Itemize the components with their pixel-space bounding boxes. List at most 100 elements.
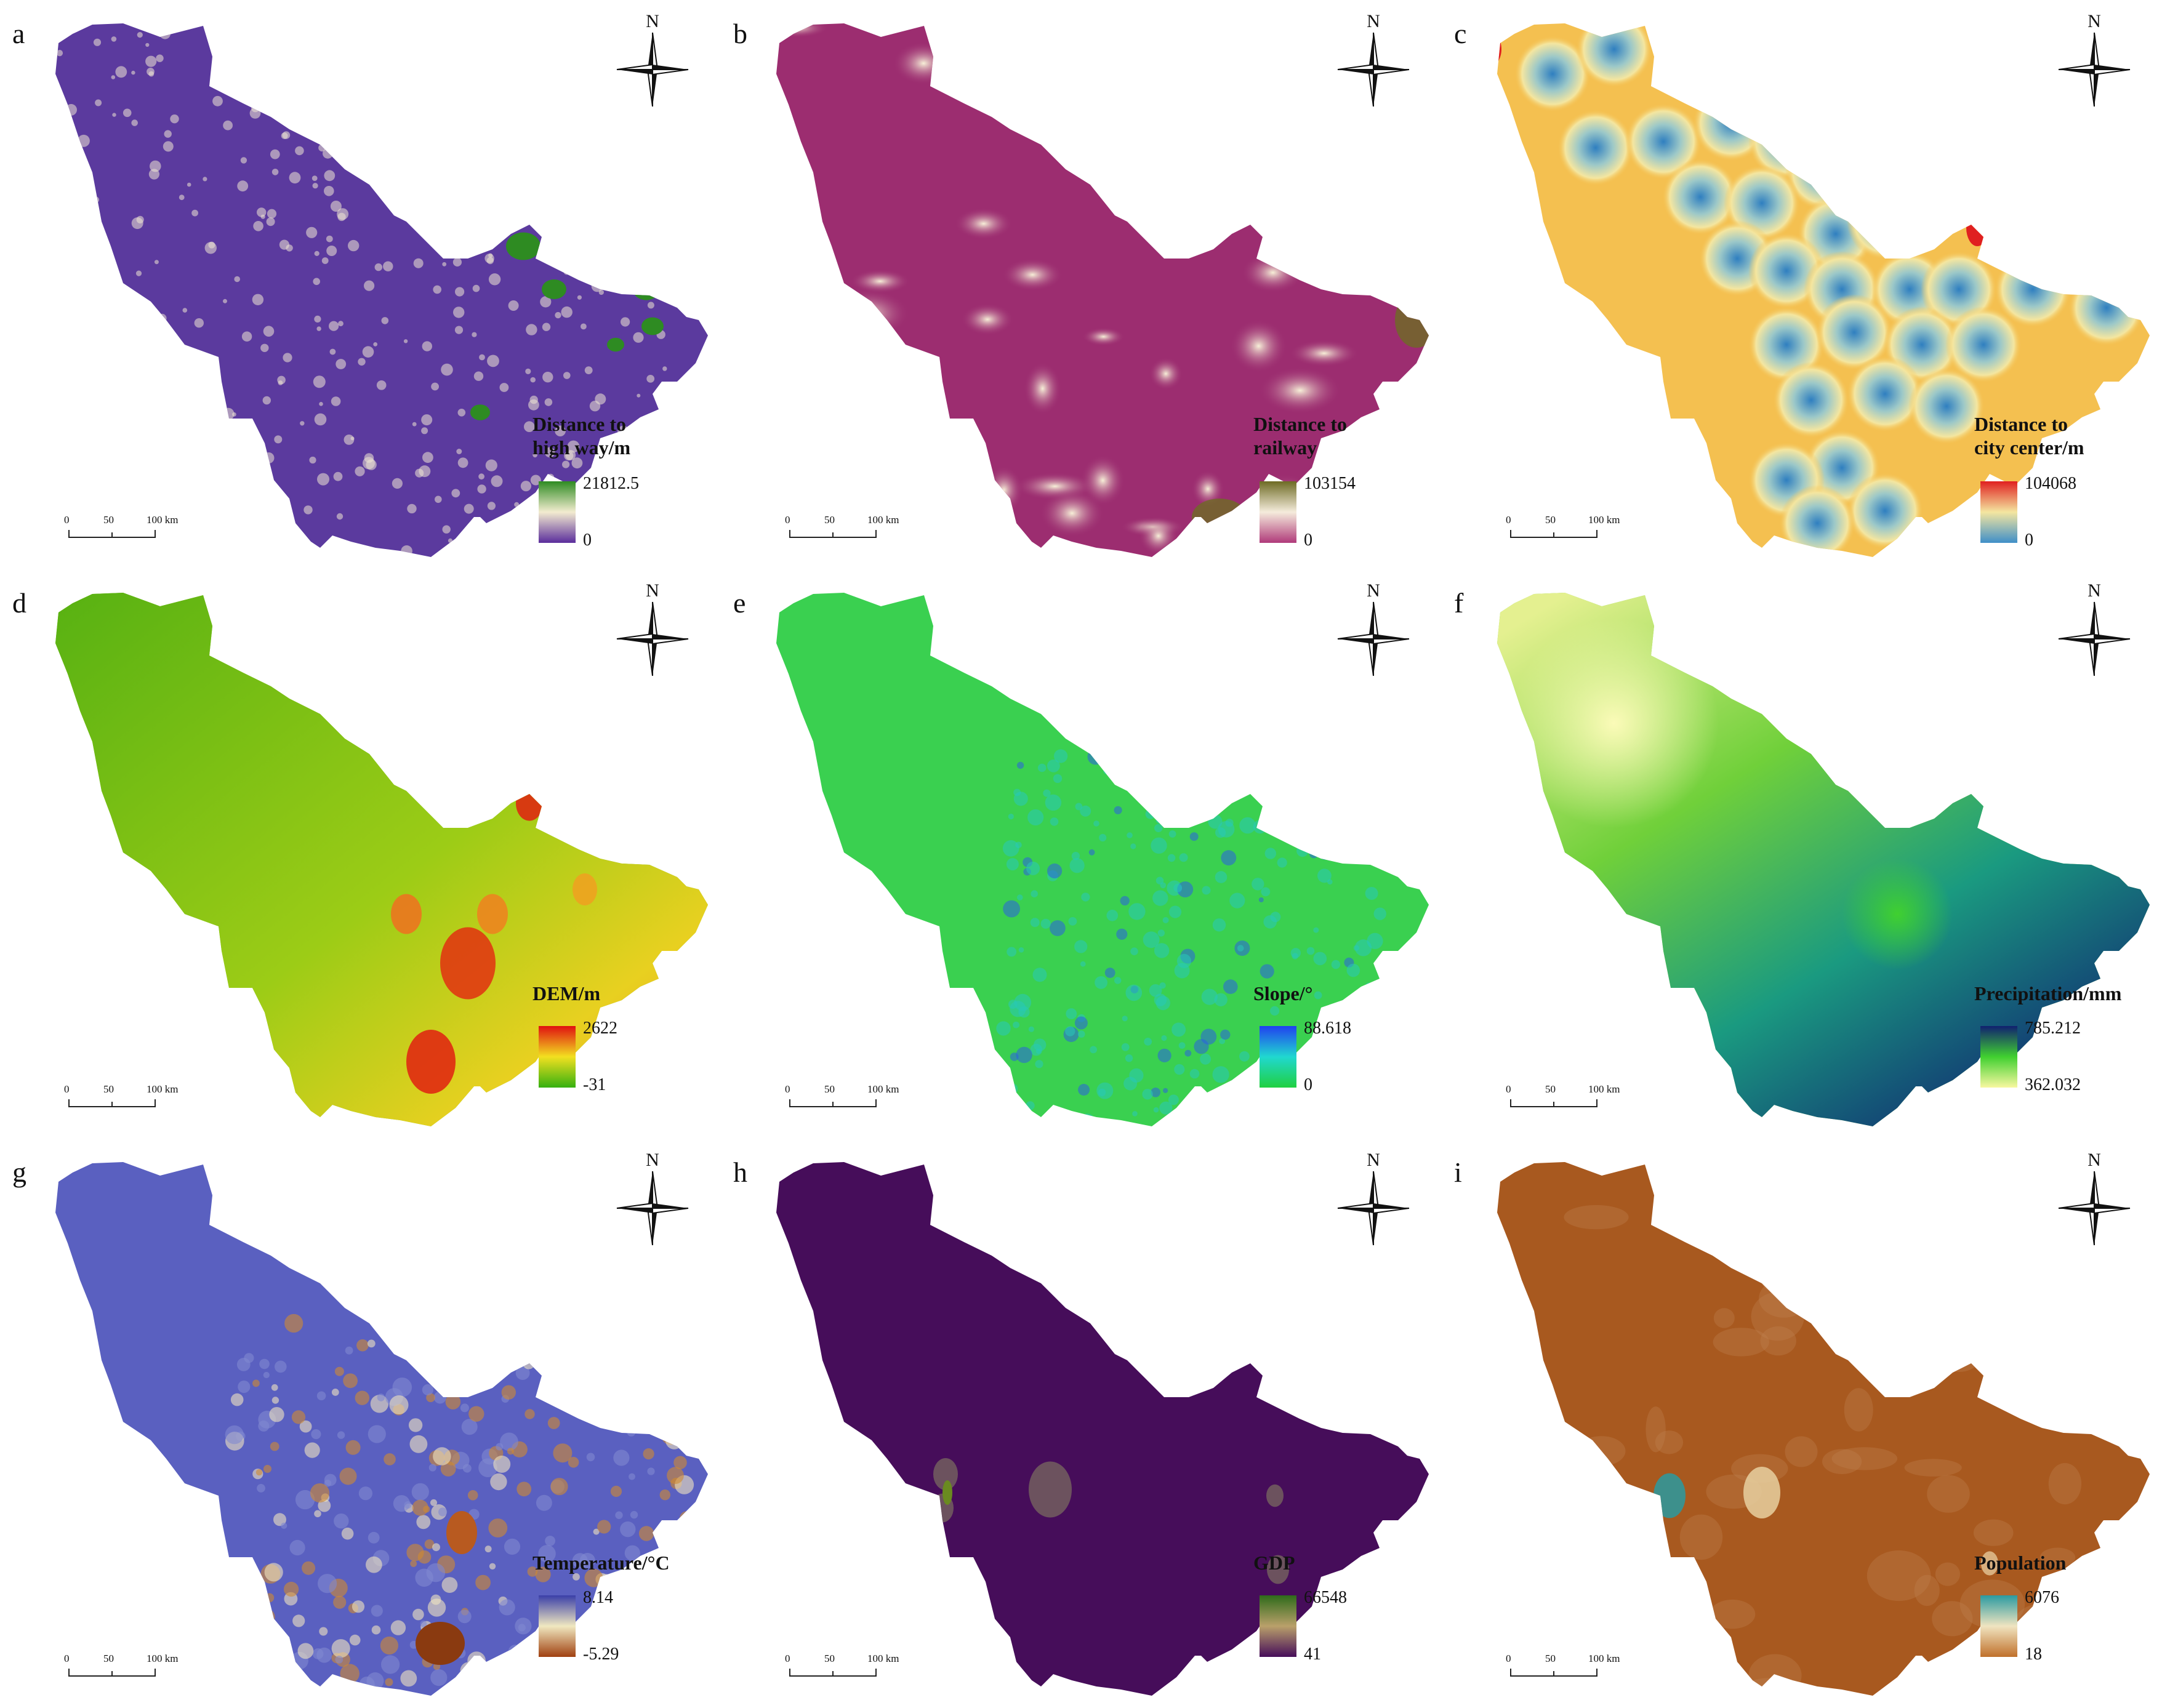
legend-color-ramp [539,481,576,543]
panel-letter: g [12,1157,26,1188]
scale-label-50: 50 [824,1083,835,1095]
scale-bar: 0 50 100 km [785,514,936,551]
legend: DEM/m 2622 -31 [532,982,717,1136]
compass-rose-icon [616,32,689,107]
legend-color-ramp [1260,481,1296,543]
scale-bar-line [68,1099,156,1107]
map-panel-d: d N 0 50 100 km DEM/m [0,569,720,1139]
legend: Temperature/°C 8.14 -5.29 [532,1551,717,1705]
compass-rose-icon [616,601,689,676]
north-arrow: N [616,580,689,685]
scale-bar: 0 50 100 km [785,1653,936,1690]
scale-bar: 0 50 100 km [1506,514,1657,551]
legend-max: 104068 [2025,474,2076,493]
map-region [55,23,708,557]
scale-label-50: 50 [824,1653,835,1664]
panel-letter: d [12,587,26,619]
compass-rose-icon [1337,32,1410,107]
legend: GDP 66548 41 [1253,1551,1438,1705]
legend-max: 66548 [1304,1588,1347,1607]
scale-label-100: 100 km [147,1653,179,1664]
legend-title: GDP [1253,1552,1295,1574]
map-panel-e: e N 0 50 100 km Slope/° [721,569,1441,1139]
legend: Distance to railway 103154 0 [1253,412,1438,566]
map-region [776,593,1429,1126]
legend-min: 0 [2025,531,2033,550]
legend: Precipitation/mm 785.212 362.032 [1974,982,2159,1136]
scale-label-50: 50 [1545,514,1556,526]
legend-color-ramp [539,1595,576,1657]
scale-bar-line [68,1669,156,1677]
map-panel-f: f N 0 50 100 km Precipitati [1442,569,2162,1139]
scale-label-50: 50 [103,514,114,526]
scale-label-0: 0 [64,1083,70,1095]
legend-min: -5.29 [583,1645,619,1664]
legend-title: Distance to city center/m [1974,413,2084,459]
legend-title: DEM/m [532,982,601,1004]
scale-label-50: 50 [103,1653,114,1664]
map-region [55,593,708,1126]
scale-label-100: 100 km [147,514,179,526]
scale-bar-line [1510,530,1597,538]
legend-max: 21812.5 [583,474,639,493]
legend-max: 8.14 [583,1588,613,1607]
scale-bar: 0 50 100 km [785,1083,936,1120]
map-panel-h: h N 0 50 100 km GDP [721,1139,1441,1708]
panel-letter: a [12,18,25,49]
legend-title: Precipitation/mm [1974,982,2122,1004]
scale-bar-line [789,1099,877,1107]
scale-bar: 0 50 100 km [1506,1653,1657,1690]
north-arrow: N [2057,1150,2131,1254]
scale-bar: 0 50 100 km [64,1653,215,1690]
compass-rose-icon [1337,601,1410,676]
legend-max: 6076 [2025,1588,2059,1607]
scale-label-0: 0 [1506,1083,1511,1095]
legend-min: 0 [583,531,592,550]
legend-title: Temperature/°C [532,1552,670,1574]
legend-max: 785.212 [2025,1019,2081,1038]
scale-bar-line [1510,1669,1597,1677]
scale-label-100: 100 km [867,1653,899,1664]
legend: Population 6076 18 [1974,1551,2159,1705]
map-region [1497,23,2150,557]
compass-rose-icon [2058,1171,2131,1246]
scale-bar-line [789,530,877,538]
legend: Slope/° 88.618 0 [1253,982,1438,1136]
legend-max: 2622 [583,1019,617,1038]
legend-min: 18 [2025,1645,2042,1664]
scale-label-100: 100 km [1588,1653,1620,1664]
legend-color-ramp [1980,481,2017,543]
north-arrow: N [2057,580,2131,685]
scale-label-100: 100 km [867,1083,899,1095]
legend-min: 362.032 [2025,1075,2081,1094]
panel-letter: h [733,1157,747,1188]
legend-max: 103154 [1304,474,1356,493]
map-panel-i: i N 0 50 100 km Population [1442,1139,2162,1708]
legend-color-ramp [1980,1595,2017,1657]
compass-rose-icon [2058,601,2131,676]
scale-bar-line [1510,1099,1597,1107]
map-panel-c: c N 0 50 100 km Distance to [1442,0,2162,569]
panel-letter: f [1454,587,1464,619]
map-panel-b: b N 0 50 100 km Distance to [721,0,1441,569]
scale-label-100: 100 km [1588,1083,1620,1095]
compass-rose-icon [2058,32,2131,107]
map-region [55,1162,708,1696]
north-label: N [1367,11,1380,31]
scale-label-100: 100 km [1588,514,1620,526]
legend-max: 88.618 [1304,1019,1351,1038]
north-label: N [2088,1150,2101,1170]
legend-color-ramp [539,1026,576,1088]
north-label: N [2088,580,2101,601]
north-label: N [2088,11,2101,31]
scale-bar: 0 50 100 km [64,1083,215,1120]
scale-label-0: 0 [64,1653,70,1664]
scale-bar-line [789,1669,877,1677]
legend-title: Slope/° [1253,982,1313,1004]
scale-label-50: 50 [1545,1653,1556,1664]
scale-label-50: 50 [103,1083,114,1095]
north-arrow: N [2057,11,2131,116]
scale-label-50: 50 [824,514,835,526]
scale-label-0: 0 [785,514,790,526]
north-label: N [646,11,659,31]
